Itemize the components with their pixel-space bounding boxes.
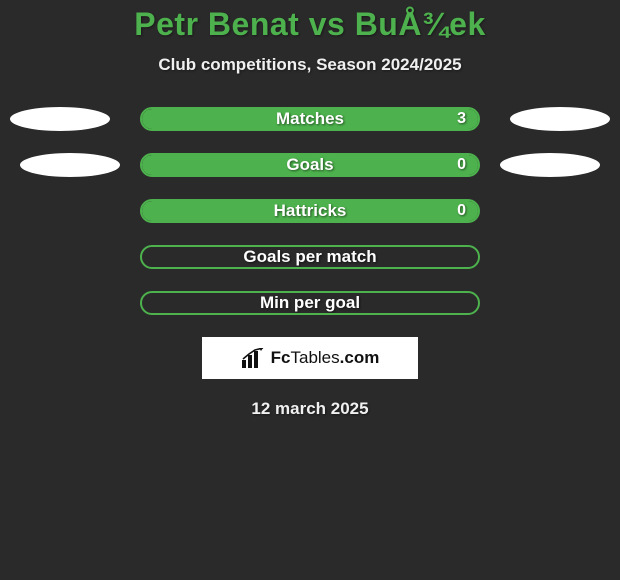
stat-pill-goals: Goals 0 [140,153,480,177]
stat-row: Matches 3 [0,107,620,131]
stat-label: Hattricks [274,201,347,221]
stat-pill-min-per-goal: Min per goal [140,291,480,315]
logo-text-suffix: .com [340,348,380,367]
ellipse-decor-left [10,107,110,131]
fctables-logo[interactable]: FcTables.com [202,337,418,379]
page-title: Petr Benat vs BuÅ¾ek [134,6,485,43]
stat-row: Min per goal [0,291,620,315]
stat-pill-hattricks: Hattricks 0 [140,199,480,223]
page-subtitle: Club competitions, Season 2024/2025 [158,55,461,75]
stat-row: Goals per match [0,245,620,269]
logo-text-light: Tables [291,348,340,367]
stat-rows: Matches 3 Goals 0 Hattricks 0 [0,107,620,315]
stat-label: Matches [276,109,344,129]
ellipse-decor-right [500,153,600,177]
stat-pill-goals-per-match: Goals per match [140,245,480,269]
stat-value: 0 [457,156,466,174]
ellipse-decor-left [20,153,120,177]
date-label: 12 march 2025 [251,399,368,419]
stat-value: 3 [457,110,466,128]
comparison-widget: Petr Benat vs BuÅ¾ek Club competitions, … [0,0,620,419]
stat-label: Min per goal [260,293,360,313]
logo-text: FcTables.com [271,348,380,368]
stat-label: Goals [286,155,333,175]
stat-row: Hattricks 0 [0,199,620,223]
stat-label: Goals per match [243,247,376,267]
bar-chart-icon [241,348,265,368]
stat-value: 0 [457,202,466,220]
stat-row: Goals 0 [0,153,620,177]
stat-pill-matches: Matches 3 [140,107,480,131]
ellipse-decor-right [510,107,610,131]
logo-text-bold: Fc [271,348,291,367]
